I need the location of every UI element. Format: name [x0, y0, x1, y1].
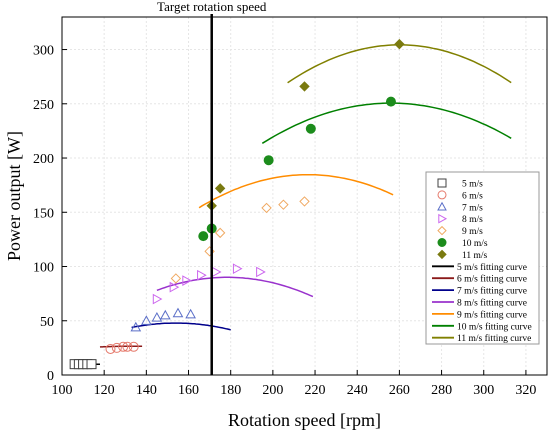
data-point — [299, 196, 310, 207]
legend-label: 5 m/s — [462, 180, 483, 190]
data-point — [305, 123, 316, 134]
x-tick-label: 100 — [52, 383, 73, 398]
fitting-curve — [156, 276, 314, 298]
legend-label: 10 m/s — [462, 239, 488, 249]
legend-box — [425, 171, 540, 345]
legend-label: 6 m/s fitting curve — [457, 274, 527, 285]
legend-label: 11 m/s fitting curve — [457, 333, 531, 344]
data-point — [86, 359, 97, 370]
data-point — [299, 81, 310, 92]
y-tick-label: 100 — [33, 261, 54, 276]
data-point — [111, 342, 122, 353]
legend-label: 7 m/s fitting curve — [457, 286, 527, 297]
data-point — [437, 249, 447, 260]
legend-label: 9 m/s fitting curve — [457, 309, 527, 320]
data-point — [437, 201, 447, 211]
data-point — [437, 225, 447, 236]
y-tick-label: 250 — [33, 98, 54, 113]
data-point — [437, 190, 447, 200]
x-axis-label: Rotation speed [rpm] — [228, 410, 381, 430]
data-point — [159, 309, 171, 320]
data-point — [130, 321, 142, 332]
data-point — [438, 213, 448, 224]
data-point — [263, 155, 274, 166]
data-points-layer — [69, 38, 405, 370]
y-tick-label: 0 — [47, 369, 54, 384]
x-tick-label: 160 — [178, 383, 199, 398]
y-axis-label: Power output [W] — [4, 131, 24, 261]
legend-label: 11 m/s — [462, 251, 488, 261]
data-point — [170, 273, 182, 284]
data-point — [261, 202, 272, 214]
data-point — [152, 293, 163, 305]
y-tick-label: 200 — [33, 152, 54, 167]
plot-frame — [61, 16, 548, 376]
data-point — [232, 263, 243, 275]
legend-label: 7 m/s — [462, 203, 483, 213]
data-point — [278, 199, 289, 210]
data-point — [394, 38, 405, 50]
legend-label: 8 m/s fitting curve — [457, 298, 527, 309]
x-tick-label: 220 — [305, 383, 326, 398]
x-tick-label: 280 — [431, 383, 452, 398]
data-point — [437, 178, 447, 188]
data-point — [128, 341, 139, 352]
legend-label: 5 m/s fitting curve — [457, 262, 527, 273]
data-point — [122, 341, 133, 352]
y-tick-label: 300 — [33, 44, 54, 59]
data-point — [214, 183, 226, 194]
x-tick-label: 300 — [473, 383, 494, 398]
data-point — [169, 281, 180, 293]
data-point — [211, 266, 222, 278]
x-tick-label: 240 — [347, 383, 368, 398]
axes-layer: 100 120 140 160 180 200 220 240 260 280 300 320 0 50 1… — [33, 44, 536, 398]
data-point — [105, 343, 116, 354]
data-point — [151, 311, 163, 322]
y-tick-label: 50 — [40, 315, 54, 330]
data-point — [172, 307, 184, 318]
x-tick-label: 200 — [262, 383, 283, 398]
data-point — [198, 231, 209, 242]
data-point — [437, 238, 447, 247]
legend: 5 m/s6 m/s 7 m/s 8 m/s 9 m/s 10 m/s 11 m/s5 m… — [425, 171, 540, 345]
legend-label: 8 m/s — [462, 215, 483, 225]
data-point — [118, 341, 129, 352]
legend-label: 6 m/s — [462, 191, 483, 201]
x-tick-label: 140 — [136, 383, 157, 398]
x-tick-label: 180 — [220, 383, 241, 398]
data-point — [385, 96, 396, 107]
target-rotation-label: Target rotation speed — [157, 0, 267, 14]
data-point — [182, 275, 192, 286]
legend-label: 10 m/s fitting curve — [457, 321, 532, 332]
x-tick-label: 320 — [515, 383, 536, 398]
data-point — [140, 315, 152, 325]
fitting-curve — [198, 173, 394, 209]
data-point — [185, 308, 196, 319]
x-tick-label: 120 — [94, 383, 115, 398]
y-tick-label: 150 — [33, 206, 54, 221]
data-point — [256, 266, 266, 278]
data-point — [214, 227, 226, 239]
x-tick-label: 260 — [389, 383, 410, 398]
legend-label: 9 m/s — [462, 227, 483, 237]
fitting-curve — [261, 102, 512, 144]
data-point — [197, 269, 207, 281]
